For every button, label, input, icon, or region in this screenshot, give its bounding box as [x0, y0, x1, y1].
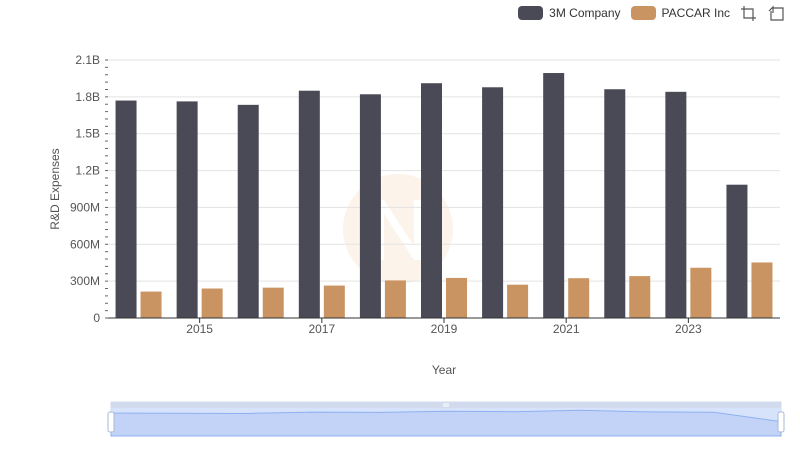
y-tick-label: 600M	[70, 237, 100, 251]
y-tick-label: 1.5B	[75, 127, 100, 141]
slider-top-bar[interactable]	[111, 402, 781, 408]
y-minor-ticks	[105, 59, 108, 319]
x-tick-label: 2021	[553, 322, 580, 336]
legend-item-3m-company[interactable]: 3M Company	[518, 6, 621, 20]
y-axis: 0 300M 600M 900M 1.2B 1.5B 1.8B 2.1B	[70, 53, 100, 325]
bar-paccar-inc-2015[interactable]	[201, 288, 223, 318]
x-axis: 2015 2017 2019 2021 2023	[186, 318, 702, 336]
slider-left-handle[interactable]	[107, 411, 115, 433]
bar-paccar-inc-2022[interactable]	[629, 276, 651, 318]
legend-label-paccar-inc: PACCAR Inc	[661, 6, 730, 20]
bar-3m-company-2020[interactable]	[482, 87, 504, 318]
y-tick-label: 900M	[70, 200, 100, 214]
y-axis-title: R&D Expenses	[48, 148, 62, 229]
bar-3m-company-2015[interactable]	[176, 101, 198, 318]
bar-paccar-inc-2017[interactable]	[323, 285, 345, 318]
bar-paccar-inc-2021[interactable]	[568, 278, 590, 318]
bar-3m-company-2024[interactable]	[726, 184, 748, 318]
bar-3m-company-2017[interactable]	[298, 90, 320, 318]
bar-paccar-inc-2023[interactable]	[690, 267, 712, 318]
bar-paccar-inc-2018[interactable]	[384, 280, 406, 318]
restore-icon[interactable]	[768, 4, 786, 22]
y-tick-label: 300M	[70, 274, 100, 288]
y-tick-label: 1.8B	[75, 90, 100, 104]
legend-swatch-paccar-inc	[630, 6, 656, 20]
x-tick-label: 2019	[431, 322, 458, 336]
bar-3m-company-2023[interactable]	[665, 91, 687, 318]
slider-right-handle[interactable]	[777, 411, 785, 433]
legend-label-3m-company: 3M Company	[549, 6, 621, 20]
x-tick-label: 2015	[186, 322, 213, 336]
bar-paccar-inc-2019[interactable]	[446, 277, 467, 318]
data-zoom-slider[interactable]	[107, 401, 785, 437]
x-axis-title: Year	[432, 363, 456, 377]
bar-3m-company-2021[interactable]	[543, 73, 565, 318]
bar-paccar-inc-2020[interactable]	[507, 284, 529, 318]
y-tick-label: 1.2B	[75, 164, 100, 178]
bar-paccar-inc-2014[interactable]	[140, 291, 162, 318]
x-tick-label: 2017	[308, 322, 335, 336]
slider-preview-area	[110, 409, 782, 437]
bar-3m-company-2019[interactable]	[421, 83, 442, 318]
legend: 3M Company PACCAR Inc	[518, 4, 786, 22]
bar-3m-company-2016[interactable]	[237, 104, 259, 318]
legend-swatch-3m-company	[518, 6, 544, 20]
slider-grip-icon[interactable]	[443, 403, 449, 407]
bar-paccar-inc-2024[interactable]	[751, 262, 773, 318]
y-tick-label: 2.1B	[75, 53, 100, 67]
bar-paccar-inc-2016[interactable]	[262, 287, 284, 318]
y-tick-label: 0	[93, 311, 100, 325]
bars	[115, 73, 773, 319]
x-tick-label: 2023	[675, 322, 702, 336]
bar-3m-company-2014[interactable]	[115, 100, 137, 319]
legend-item-paccar-inc[interactable]: PACCAR Inc	[630, 6, 730, 20]
bar-3m-company-2018[interactable]	[359, 94, 381, 318]
zoom-icon[interactable]	[740, 4, 758, 22]
bar-3m-company-2022[interactable]	[604, 89, 626, 319]
